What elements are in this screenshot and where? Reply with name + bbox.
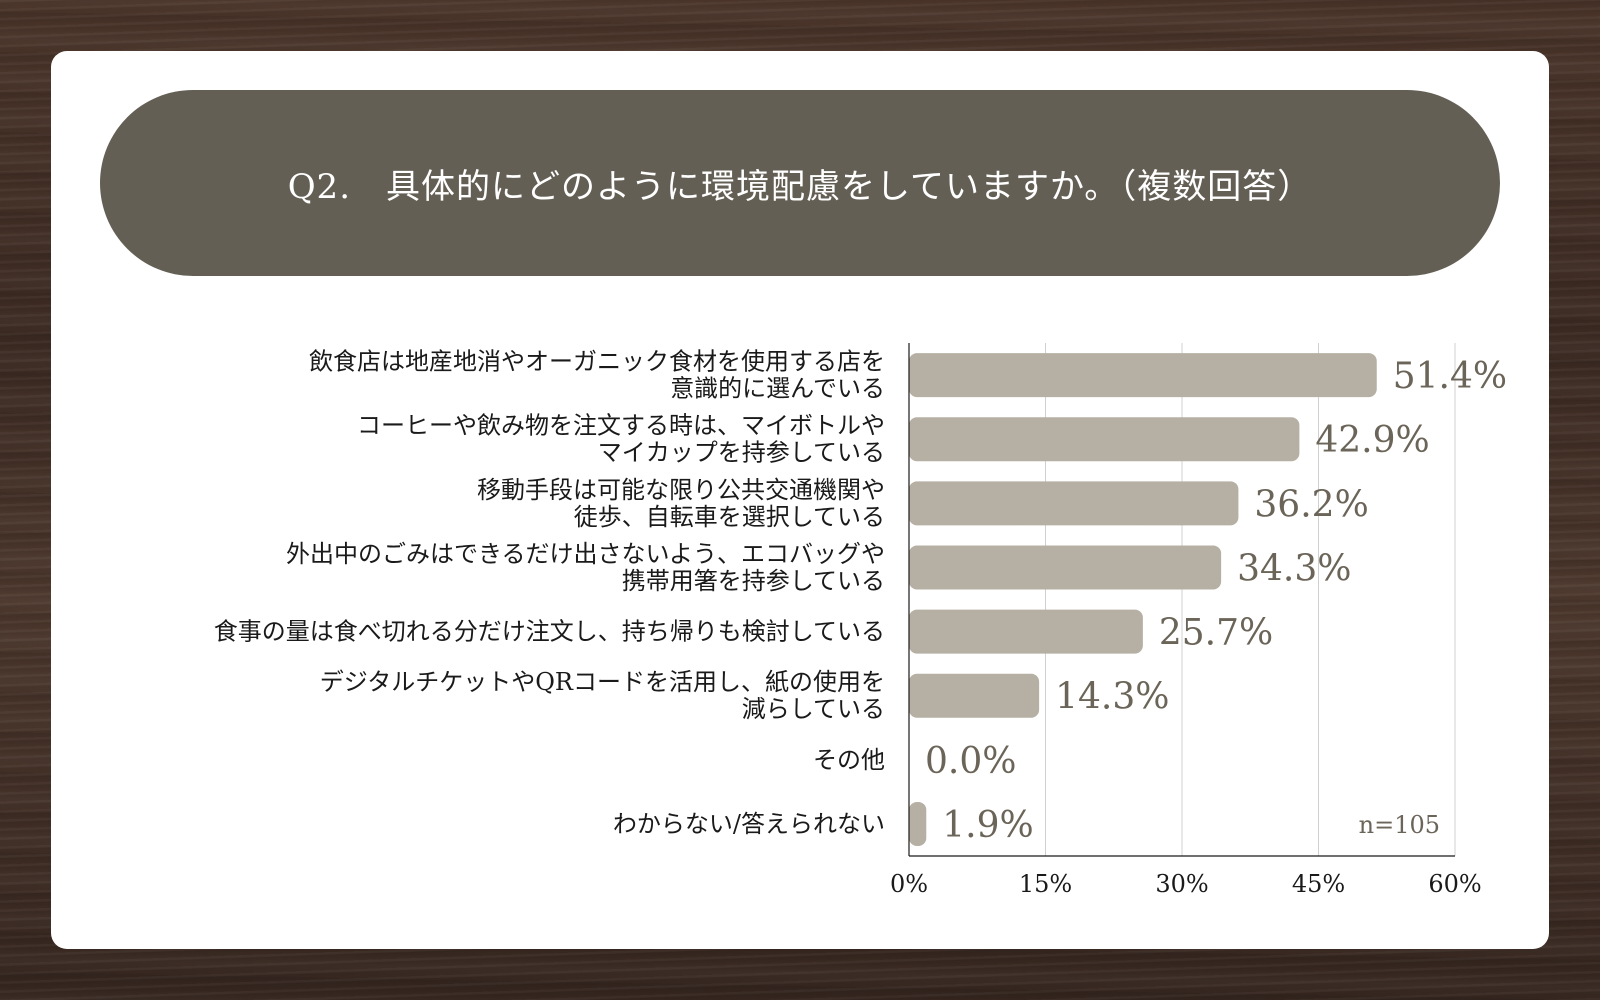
bar — [909, 609, 1143, 654]
x-tick-label: 30% — [1155, 870, 1208, 898]
category-label: 意識的に選んでいる — [670, 375, 885, 403]
x-tick-label: 45% — [1292, 870, 1345, 898]
data-label: 1.9% — [942, 805, 1033, 846]
x-tick-label: 60% — [1428, 870, 1481, 898]
bar — [909, 545, 1222, 590]
title-banner: Q2. 具体的にどのように環境配慮をしていますか。（複数回答） — [100, 90, 1500, 276]
x-tick-label: 0% — [890, 870, 928, 898]
category-label: 食事の量は食べ切れる分だけ注文し、持ち帰りも検討している — [214, 618, 885, 646]
category-label: わからない/答えられない — [613, 810, 885, 838]
data-label: 36.2% — [1254, 484, 1368, 525]
category-label: 移動手段は可能な限り公共交通機関や — [477, 476, 885, 504]
data-label: 51.4% — [1393, 356, 1507, 397]
category-label: 飲食店は地産地消やオーガニック食材を使用する店を — [309, 348, 885, 376]
category-label: 減らしている — [742, 695, 885, 723]
sample-size-note: n=105 — [1359, 811, 1440, 839]
bar — [909, 353, 1377, 398]
bar — [909, 801, 927, 846]
category-label: 外出中のごみはできるだけ出さないよう、エコバッグや — [286, 540, 885, 568]
data-label: 0.0% — [925, 741, 1016, 782]
category-label: その他 — [813, 746, 885, 774]
chart-title: Q2. 具体的にどのように環境配慮をしていますか。（複数回答） — [287, 166, 1313, 207]
data-label: 25.7% — [1159, 613, 1273, 654]
category-label: 携帯用箸を持参している — [622, 567, 885, 595]
x-tick-label: 15% — [1019, 870, 1072, 898]
category-label: 徒歩、自転車を選択している — [574, 503, 885, 531]
bar — [909, 481, 1239, 526]
category-label: コーヒーや飲み物を注文する時は、マイボトルや — [357, 412, 885, 440]
bar — [909, 673, 1040, 718]
labels: 0% 15% 30% 45% 60% 51.4% 飲食店は地産地消やオーガニック食材を使用す… — [214, 348, 1507, 898]
bar — [909, 417, 1300, 462]
data-label: 34.3% — [1237, 548, 1351, 589]
bars — [909, 353, 1377, 846]
category-label: デジタルチケットやQRコードを活用し、紙の使用を — [320, 668, 885, 696]
axes — [908, 343, 1455, 857]
data-label: 14.3% — [1055, 677, 1169, 718]
category-label: マイカップを持参している — [598, 439, 885, 467]
data-label: 42.9% — [1315, 420, 1429, 461]
